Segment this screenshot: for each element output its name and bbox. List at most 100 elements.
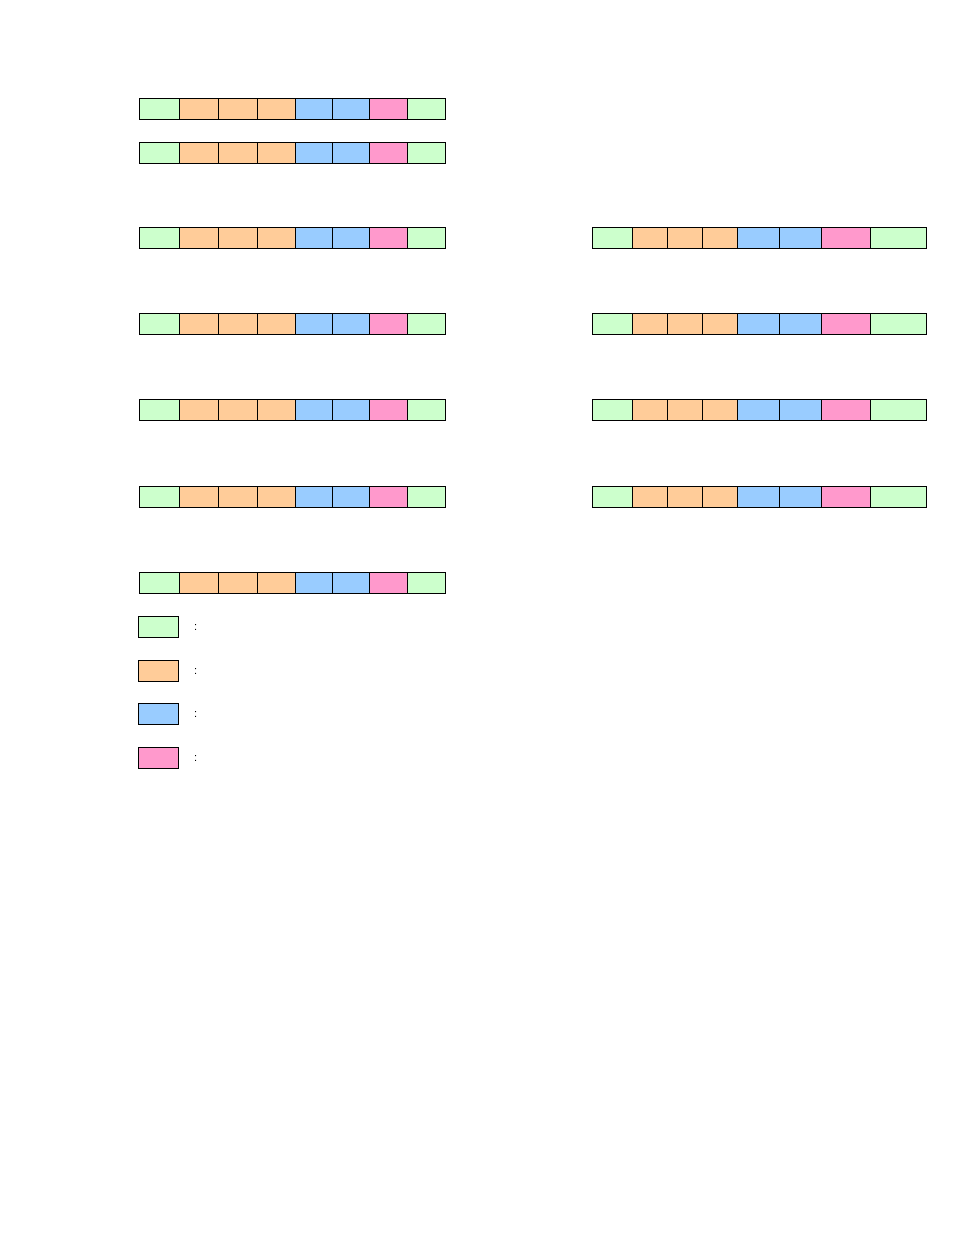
segment-pink [369,227,407,249]
segment-green [139,98,179,120]
segment-blue [779,399,821,421]
segment-blue [332,142,369,164]
segment-orange [667,486,702,508]
segment-blue [332,313,369,335]
segment-orange [257,572,295,594]
segment-orange [257,399,295,421]
segment-orange [179,142,218,164]
legend-row-pink: : [138,747,197,769]
segment-blue [779,227,821,249]
segment-green [139,227,179,249]
segment-bar-right-2 [592,313,927,335]
segment-green [407,486,446,508]
legend-label-blue: : [194,708,198,720]
segment-pink [369,313,407,335]
segment-orange [667,227,702,249]
segment-bar-left-6 [139,486,446,508]
segment-pink [369,486,407,508]
segment-bar-left-7 [139,572,446,594]
segment-green [407,313,446,335]
legend-row-orange: : [138,660,197,682]
segment-pink [369,98,407,120]
segment-blue [737,486,779,508]
segment-blue [332,399,369,421]
segment-orange [632,486,667,508]
segment-orange [179,399,218,421]
segment-orange [257,98,295,120]
legend-swatch-orange [138,660,179,682]
segment-orange [257,227,295,249]
segment-bar-left-3 [139,227,446,249]
segment-blue [737,313,779,335]
segment-blue [295,142,332,164]
segment-orange [218,98,257,120]
segment-orange [179,572,218,594]
legend-label-pink: : [194,752,198,764]
segment-orange [218,399,257,421]
legend-swatch-green [138,616,179,638]
segment-green [407,572,446,594]
segment-bar-right-4 [592,486,927,508]
segment-orange [257,486,295,508]
segment-green [870,399,927,421]
segment-orange [218,227,257,249]
segment-pink [821,227,870,249]
segment-orange [257,142,295,164]
segment-orange [218,572,257,594]
segment-pink [821,399,870,421]
segment-orange [632,227,667,249]
segment-green [139,313,179,335]
segment-green [592,399,632,421]
segment-blue [295,486,332,508]
segment-orange [218,142,257,164]
segment-blue [737,399,779,421]
segment-orange [632,399,667,421]
segment-green [870,486,927,508]
segment-orange [702,313,737,335]
segment-green [139,486,179,508]
segment-pink [369,572,407,594]
segment-bar-left-4 [139,313,446,335]
legend-swatch-blue [138,703,179,725]
segment-orange [632,313,667,335]
segment-green [592,313,632,335]
segment-orange [179,98,218,120]
segment-orange [257,313,295,335]
segment-blue [295,399,332,421]
segment-blue [737,227,779,249]
legend-label-orange: : [194,665,198,677]
segment-bar-left-5 [139,399,446,421]
segment-green [407,399,446,421]
segment-orange [667,313,702,335]
segment-green [139,572,179,594]
segment-blue [295,313,332,335]
segment-blue [332,98,369,120]
segment-orange [179,313,218,335]
segment-green [592,486,632,508]
legend-row-blue: : [138,703,197,725]
segment-orange [702,227,737,249]
segment-green [870,227,927,249]
segment-blue [332,572,369,594]
segment-green [870,313,927,335]
segment-blue [295,98,332,120]
segment-pink [369,399,407,421]
segment-bar-left-1 [139,98,446,120]
segment-orange [179,227,218,249]
segment-green [407,142,446,164]
segment-orange [179,486,218,508]
segment-pink [821,313,870,335]
segment-bar-right-1 [592,227,927,249]
segment-bar-right-3 [592,399,927,421]
segment-green [139,142,179,164]
segment-blue [295,227,332,249]
segment-orange [702,486,737,508]
segment-blue [779,313,821,335]
segment-pink [821,486,870,508]
segment-green [139,399,179,421]
segment-bar-left-2 [139,142,446,164]
segment-green [407,98,446,120]
segment-blue [295,572,332,594]
segment-green [592,227,632,249]
segment-blue [332,227,369,249]
